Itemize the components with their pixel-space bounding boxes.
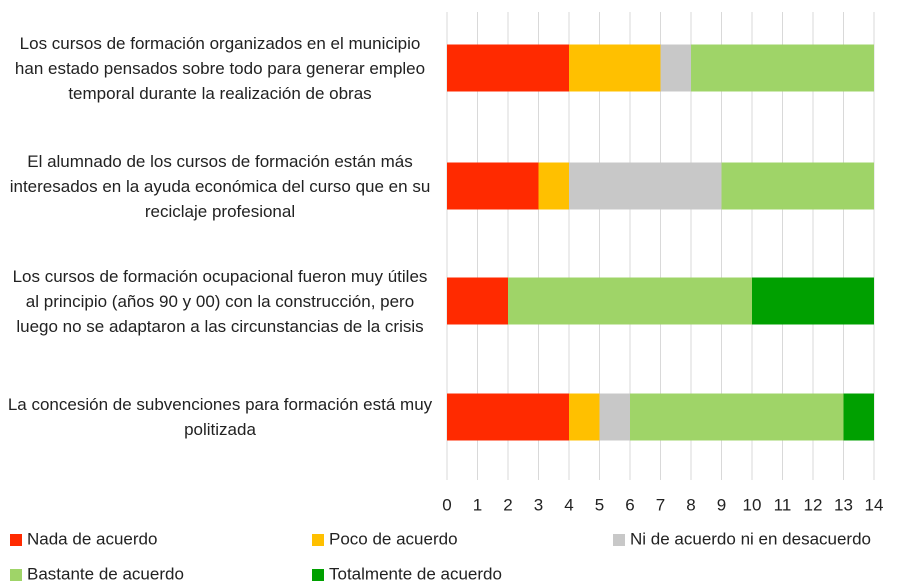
- bar-segment: [447, 44, 569, 92]
- legend-label: Totalmente de acuerdo: [329, 564, 502, 583]
- legend-label: Poco de acuerdo: [329, 529, 458, 548]
- x-tick-label: 2: [503, 495, 512, 514]
- bar-segment: [660, 44, 691, 92]
- legend-swatch: [10, 534, 22, 546]
- x-tick-label: 6: [625, 495, 634, 514]
- x-tick-label: 3: [534, 495, 543, 514]
- bar-segment: [721, 162, 874, 210]
- legend-label: Nada de acuerdo: [27, 529, 157, 548]
- legend-swatch: [10, 569, 22, 581]
- bar-segment: [447, 393, 569, 441]
- x-tick-label: 13: [834, 495, 853, 514]
- x-tick-label: 9: [717, 495, 726, 514]
- bar-segment: [630, 393, 844, 441]
- category-label: Los cursos de formación organizados en e…: [14, 33, 426, 103]
- x-tick-label: 0: [442, 495, 451, 514]
- legend-swatch: [613, 534, 625, 546]
- bar-segment: [599, 393, 630, 441]
- legend-swatch: [312, 534, 324, 546]
- legend-swatch: [312, 569, 324, 581]
- x-tick-label: 11: [774, 495, 792, 514]
- x-tick-label: 14: [865, 495, 884, 514]
- bar-segment: [843, 393, 874, 441]
- x-tick-label: 8: [686, 495, 695, 514]
- bar-segment: [691, 44, 874, 92]
- x-tick-label: 7: [656, 495, 665, 514]
- bar-segment: [569, 162, 722, 210]
- legend-label: Ni de acuerdo ni en desacuerdo: [630, 529, 871, 548]
- legend-label: Bastante de acuerdo: [27, 564, 184, 583]
- x-tick-label: 4: [564, 495, 573, 514]
- bar-segment: [447, 162, 539, 210]
- bar-segment: [538, 162, 569, 210]
- x-tick-label: 1: [473, 495, 482, 514]
- category-label: La concesión de subvenciones para formac…: [7, 395, 433, 439]
- x-tick-label: 10: [743, 495, 762, 514]
- x-tick-label: 12: [804, 495, 823, 514]
- bar-segment: [752, 277, 874, 325]
- bar-segment: [508, 277, 752, 325]
- bar-segment: [569, 393, 600, 441]
- x-tick-label: 5: [595, 495, 604, 514]
- bar-segment: [447, 277, 508, 325]
- category-label: El alumnado de los cursos de formación e…: [9, 151, 431, 221]
- bar-segment: [569, 44, 661, 92]
- category-label: Los cursos de formación ocupacional fuer…: [12, 266, 428, 336]
